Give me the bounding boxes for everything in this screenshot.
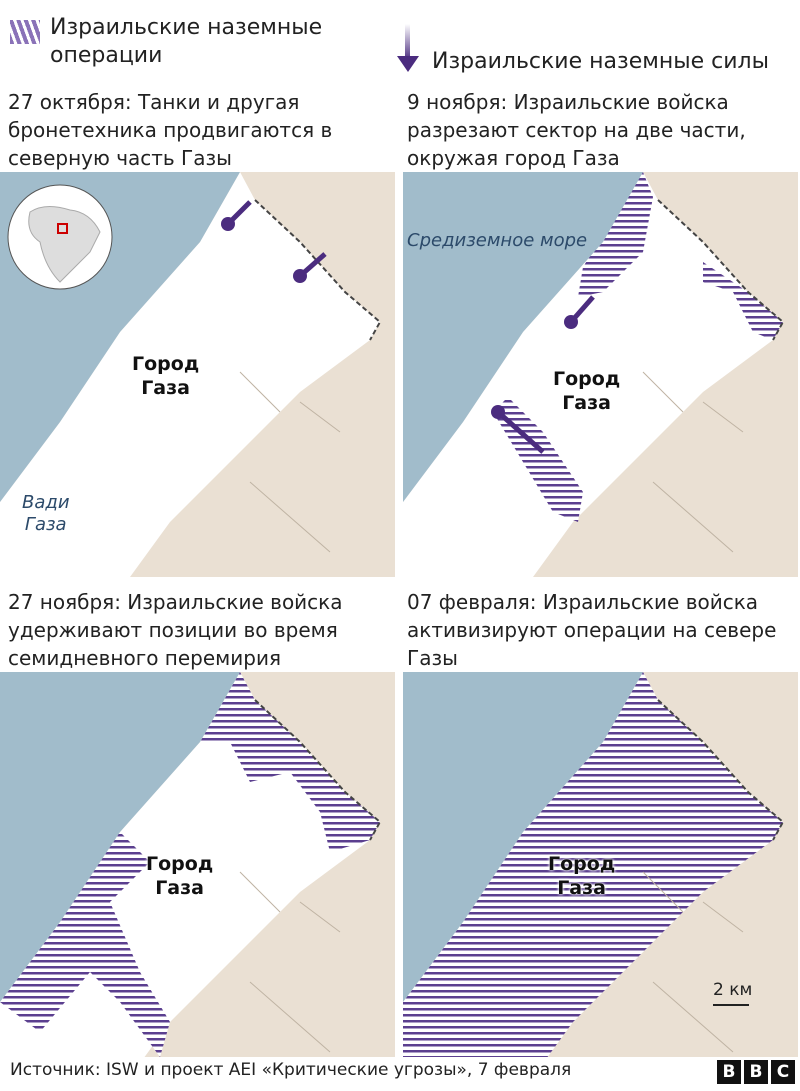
caption-line: северную часть Газы xyxy=(8,146,232,170)
road xyxy=(642,371,744,553)
map-svg xyxy=(403,172,798,577)
city-label-gaza: Город Газа xyxy=(553,367,620,415)
road xyxy=(239,871,341,1053)
gaza-strip xyxy=(0,172,380,577)
ground-operations-area xyxy=(703,262,783,340)
border-line xyxy=(254,199,382,341)
city-label-line: Город xyxy=(548,853,616,875)
legend-operations-line: Израильские наземные xyxy=(50,15,323,40)
forces-arrow-icon xyxy=(293,252,327,283)
label-line: Вади xyxy=(22,492,70,513)
border-line xyxy=(657,199,785,341)
caption-line: 9 ноября: Израильские войска xyxy=(407,90,729,114)
caption-panel-2: 9 ноября: Израильские войска разрезают се… xyxy=(407,88,797,172)
border-line xyxy=(254,699,382,841)
city-label-gaza: Город Газа xyxy=(548,852,615,900)
sea-area xyxy=(403,672,643,1002)
logo-letter: C xyxy=(771,1060,795,1084)
gaza-strip xyxy=(403,172,783,577)
sea-area xyxy=(403,172,643,502)
ground-operations-area xyxy=(200,672,380,852)
label-line: Газа xyxy=(24,514,67,535)
city-label-line: Газа xyxy=(141,377,190,399)
city-label-gaza: Город Газа xyxy=(132,352,199,400)
city-label-line: Город xyxy=(132,353,200,375)
map-panel-nov-27: Город Газа xyxy=(0,672,395,1057)
caption-line: окружая город Газа xyxy=(407,146,620,170)
map-svg xyxy=(0,672,395,1057)
legend-operations: Израильские наземные операции xyxy=(50,14,322,70)
scale-label: 2 км xyxy=(713,980,753,1000)
logo-letter: B xyxy=(717,1060,741,1084)
caption-line: 27 октября: Танки и другая xyxy=(8,90,300,114)
ground-operations-area xyxy=(403,672,783,1057)
border-line xyxy=(657,699,785,841)
hatch-legend-icon xyxy=(10,20,40,44)
caption-line: разрезают сектор на две части, xyxy=(407,118,746,142)
logo-letter: B xyxy=(744,1060,768,1084)
road xyxy=(239,371,341,553)
caption-panel-1: 27 октября: Танки и другая бронетехника п… xyxy=(8,88,398,172)
city-label-line: Газа xyxy=(155,877,204,899)
caption-line: удерживают позиции во время xyxy=(8,618,338,642)
caption-line: активизируют операции на севере xyxy=(407,618,777,642)
city-label-line: Город xyxy=(553,368,621,390)
map-panel-nov-9: Город Газа Средиземное море xyxy=(403,172,798,577)
caption-line: семидневного перемирия xyxy=(8,646,281,670)
forces-arrow-icon xyxy=(564,295,595,329)
caption-panel-3: 27 ноября: Израильские войска удерживают … xyxy=(8,588,398,672)
caption-line: 07 февраля: Израильские войска xyxy=(407,590,759,614)
caption-line: бронетехника продвигаются в xyxy=(8,118,333,142)
ground-operations-area xyxy=(60,832,170,1057)
source-text: Источник: ISW и проект AEI «Критические … xyxy=(10,1060,572,1080)
caption-line: Газы xyxy=(407,646,458,670)
arrow-legend-icon xyxy=(397,24,419,72)
city-label-line: Газа xyxy=(557,877,606,899)
legend-operations-line: операции xyxy=(50,43,163,68)
caption-panel-4: 07 февраля: Израильские войска активизиру… xyxy=(407,588,797,672)
legend-forces: Израильские наземные силы xyxy=(432,49,769,74)
forces-arrow-icon xyxy=(221,200,252,231)
city-label-gaza: Город Газа xyxy=(146,852,213,900)
ground-operations-area xyxy=(578,172,653,297)
city-label-line: Газа xyxy=(562,392,611,414)
map-panel-oct-27: Город Газа Вади Газа xyxy=(0,172,395,577)
city-label-line: Город xyxy=(146,853,214,875)
scale-bar xyxy=(713,1004,749,1006)
wadi-gaza-label: Вади Газа xyxy=(22,492,70,536)
globe-locator-icon xyxy=(7,184,113,290)
caption-line: 27 ноября: Израильские войска xyxy=(8,590,343,614)
ground-operations-area xyxy=(0,922,90,1032)
forces-arrow-icon xyxy=(491,405,545,454)
map-svg xyxy=(403,672,798,1057)
map-panel-feb-7: Город Газа 2 км xyxy=(403,672,798,1057)
road xyxy=(642,871,744,1053)
map-svg xyxy=(0,172,395,577)
sea-label: Средиземное море xyxy=(407,230,588,251)
sea-area xyxy=(0,672,240,1002)
